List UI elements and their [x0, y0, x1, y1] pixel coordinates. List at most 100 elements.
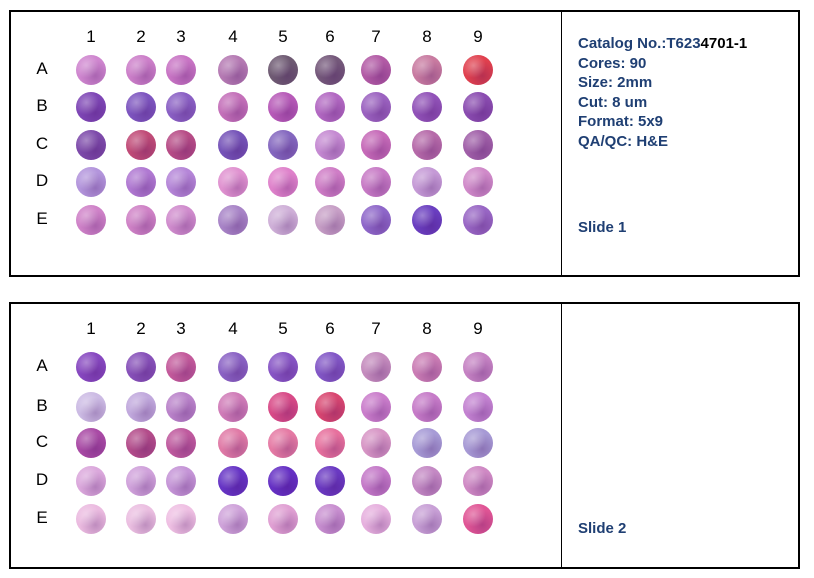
tissue-core-C6: [315, 130, 345, 160]
catalog-number: Catalog No.:T6234701-1: [578, 34, 747, 54]
tissue-core-A3: [166, 352, 196, 382]
tissue-core-E5: [268, 205, 298, 235]
tissue-core-D3: [166, 466, 196, 496]
column-label-8: 8: [422, 27, 432, 46]
tissue-core-D5: [268, 466, 298, 496]
tissue-core-B1: [76, 392, 106, 422]
column-label-7: 7: [371, 27, 381, 46]
tissue-core-A9: [463, 352, 493, 382]
tissue-core-C5: [268, 130, 298, 160]
tissue-core-C8: [412, 428, 442, 458]
qa-qc-stain: QA/QC: H&E: [578, 132, 668, 150]
tissue-core-E1: [76, 504, 106, 534]
tissue-core-A3: [166, 55, 196, 85]
column-label-4: 4: [228, 27, 238, 46]
tissue-core-C3: [166, 130, 196, 160]
tissue-core-A6: [315, 352, 345, 382]
tissue-core-E5: [268, 504, 298, 534]
tissue-core-C6: [315, 428, 345, 458]
column-label-6: 6: [325, 319, 335, 338]
tissue-core-B8: [412, 92, 442, 122]
row-label-A: A: [36, 59, 48, 78]
tissue-core-B6: [315, 392, 345, 422]
row-label-E: E: [36, 209, 48, 228]
tissue-core-B3: [166, 92, 196, 122]
tissue-core-E3: [166, 504, 196, 534]
tissue-core-E4: [218, 504, 248, 534]
column-label-5: 5: [278, 27, 288, 46]
tissue-core-A1: [76, 55, 106, 85]
tissue-core-C5: [268, 428, 298, 458]
tissue-core-A7: [361, 55, 391, 85]
tissue-core-C8: [412, 130, 442, 160]
tissue-core-A2: [126, 55, 156, 85]
slide-1-label: Slide 1: [578, 219, 627, 236]
tissue-core-A1: [76, 352, 106, 382]
tissue-core-E9: [463, 205, 493, 235]
tissue-core-D5: [268, 167, 298, 197]
column-label-1: 1: [86, 319, 96, 338]
tissue-core-D4: [218, 466, 248, 496]
tissue-core-D2: [126, 466, 156, 496]
tissue-core-D6: [315, 466, 345, 496]
tissue-core-C4: [218, 428, 248, 458]
tissue-core-C7: [361, 428, 391, 458]
tissue-core-E1: [76, 205, 106, 235]
tissue-core-C9: [463, 130, 493, 160]
tissue-core-C2: [126, 428, 156, 458]
tissue-core-E7: [361, 205, 391, 235]
tissue-core-A8: [412, 352, 442, 382]
column-label-2: 2: [136, 319, 146, 338]
tissue-core-C7: [361, 130, 391, 160]
tissue-core-B3: [166, 392, 196, 422]
slide-2-divider: [561, 304, 562, 567]
tissue-core-B9: [463, 92, 493, 122]
tissue-core-C1: [76, 130, 106, 160]
tissue-core-A4: [218, 55, 248, 85]
tissue-core-B2: [126, 92, 156, 122]
tissue-core-B4: [218, 392, 248, 422]
tissue-core-E9: [463, 504, 493, 534]
row-label-D: D: [35, 171, 49, 190]
column-label-9: 9: [473, 319, 483, 338]
tissue-core-E2: [126, 205, 156, 235]
tissue-core-B4: [218, 92, 248, 122]
tissue-core-C9: [463, 428, 493, 458]
tissue-core-D1: [76, 466, 106, 496]
tissue-core-E8: [412, 205, 442, 235]
catalog-label: Catalog No.:: [578, 35, 667, 52]
tissue-core-A9: [463, 55, 493, 85]
tissue-core-C4: [218, 130, 248, 160]
row-label-B: B: [36, 396, 48, 415]
tissue-core-A5: [268, 55, 298, 85]
array-format: Format: 5x9: [578, 113, 664, 131]
tissue-core-E8: [412, 504, 442, 534]
tissue-core-A7: [361, 352, 391, 382]
row-label-C: C: [35, 432, 49, 451]
catalog-suffix: 4701-1: [700, 35, 748, 52]
tissue-core-B1: [76, 92, 106, 122]
column-label-6: 6: [325, 27, 335, 46]
tissue-core-B7: [361, 392, 391, 422]
tissue-core-D3: [166, 167, 196, 197]
tissue-core-D2: [126, 167, 156, 197]
tissue-core-B5: [268, 392, 298, 422]
tissue-core-E2: [126, 504, 156, 534]
column-label-2: 2: [136, 27, 146, 46]
column-label-4: 4: [228, 319, 238, 338]
tissue-core-D7: [361, 466, 391, 496]
tissue-core-C2: [126, 130, 156, 160]
tissue-core-D8: [412, 167, 442, 197]
slide-2-label: Slide 2: [578, 520, 627, 537]
cores-count: Cores: 90: [578, 54, 647, 72]
row-label-C: C: [35, 134, 49, 153]
tissue-core-E7: [361, 504, 391, 534]
tissue-core-D8: [412, 466, 442, 496]
tissue-core-A2: [126, 352, 156, 382]
cut-thickness: Cut: 8 um: [578, 93, 648, 111]
tissue-core-A5: [268, 352, 298, 382]
column-label-3: 3: [176, 319, 186, 338]
tissue-core-E4: [218, 205, 248, 235]
